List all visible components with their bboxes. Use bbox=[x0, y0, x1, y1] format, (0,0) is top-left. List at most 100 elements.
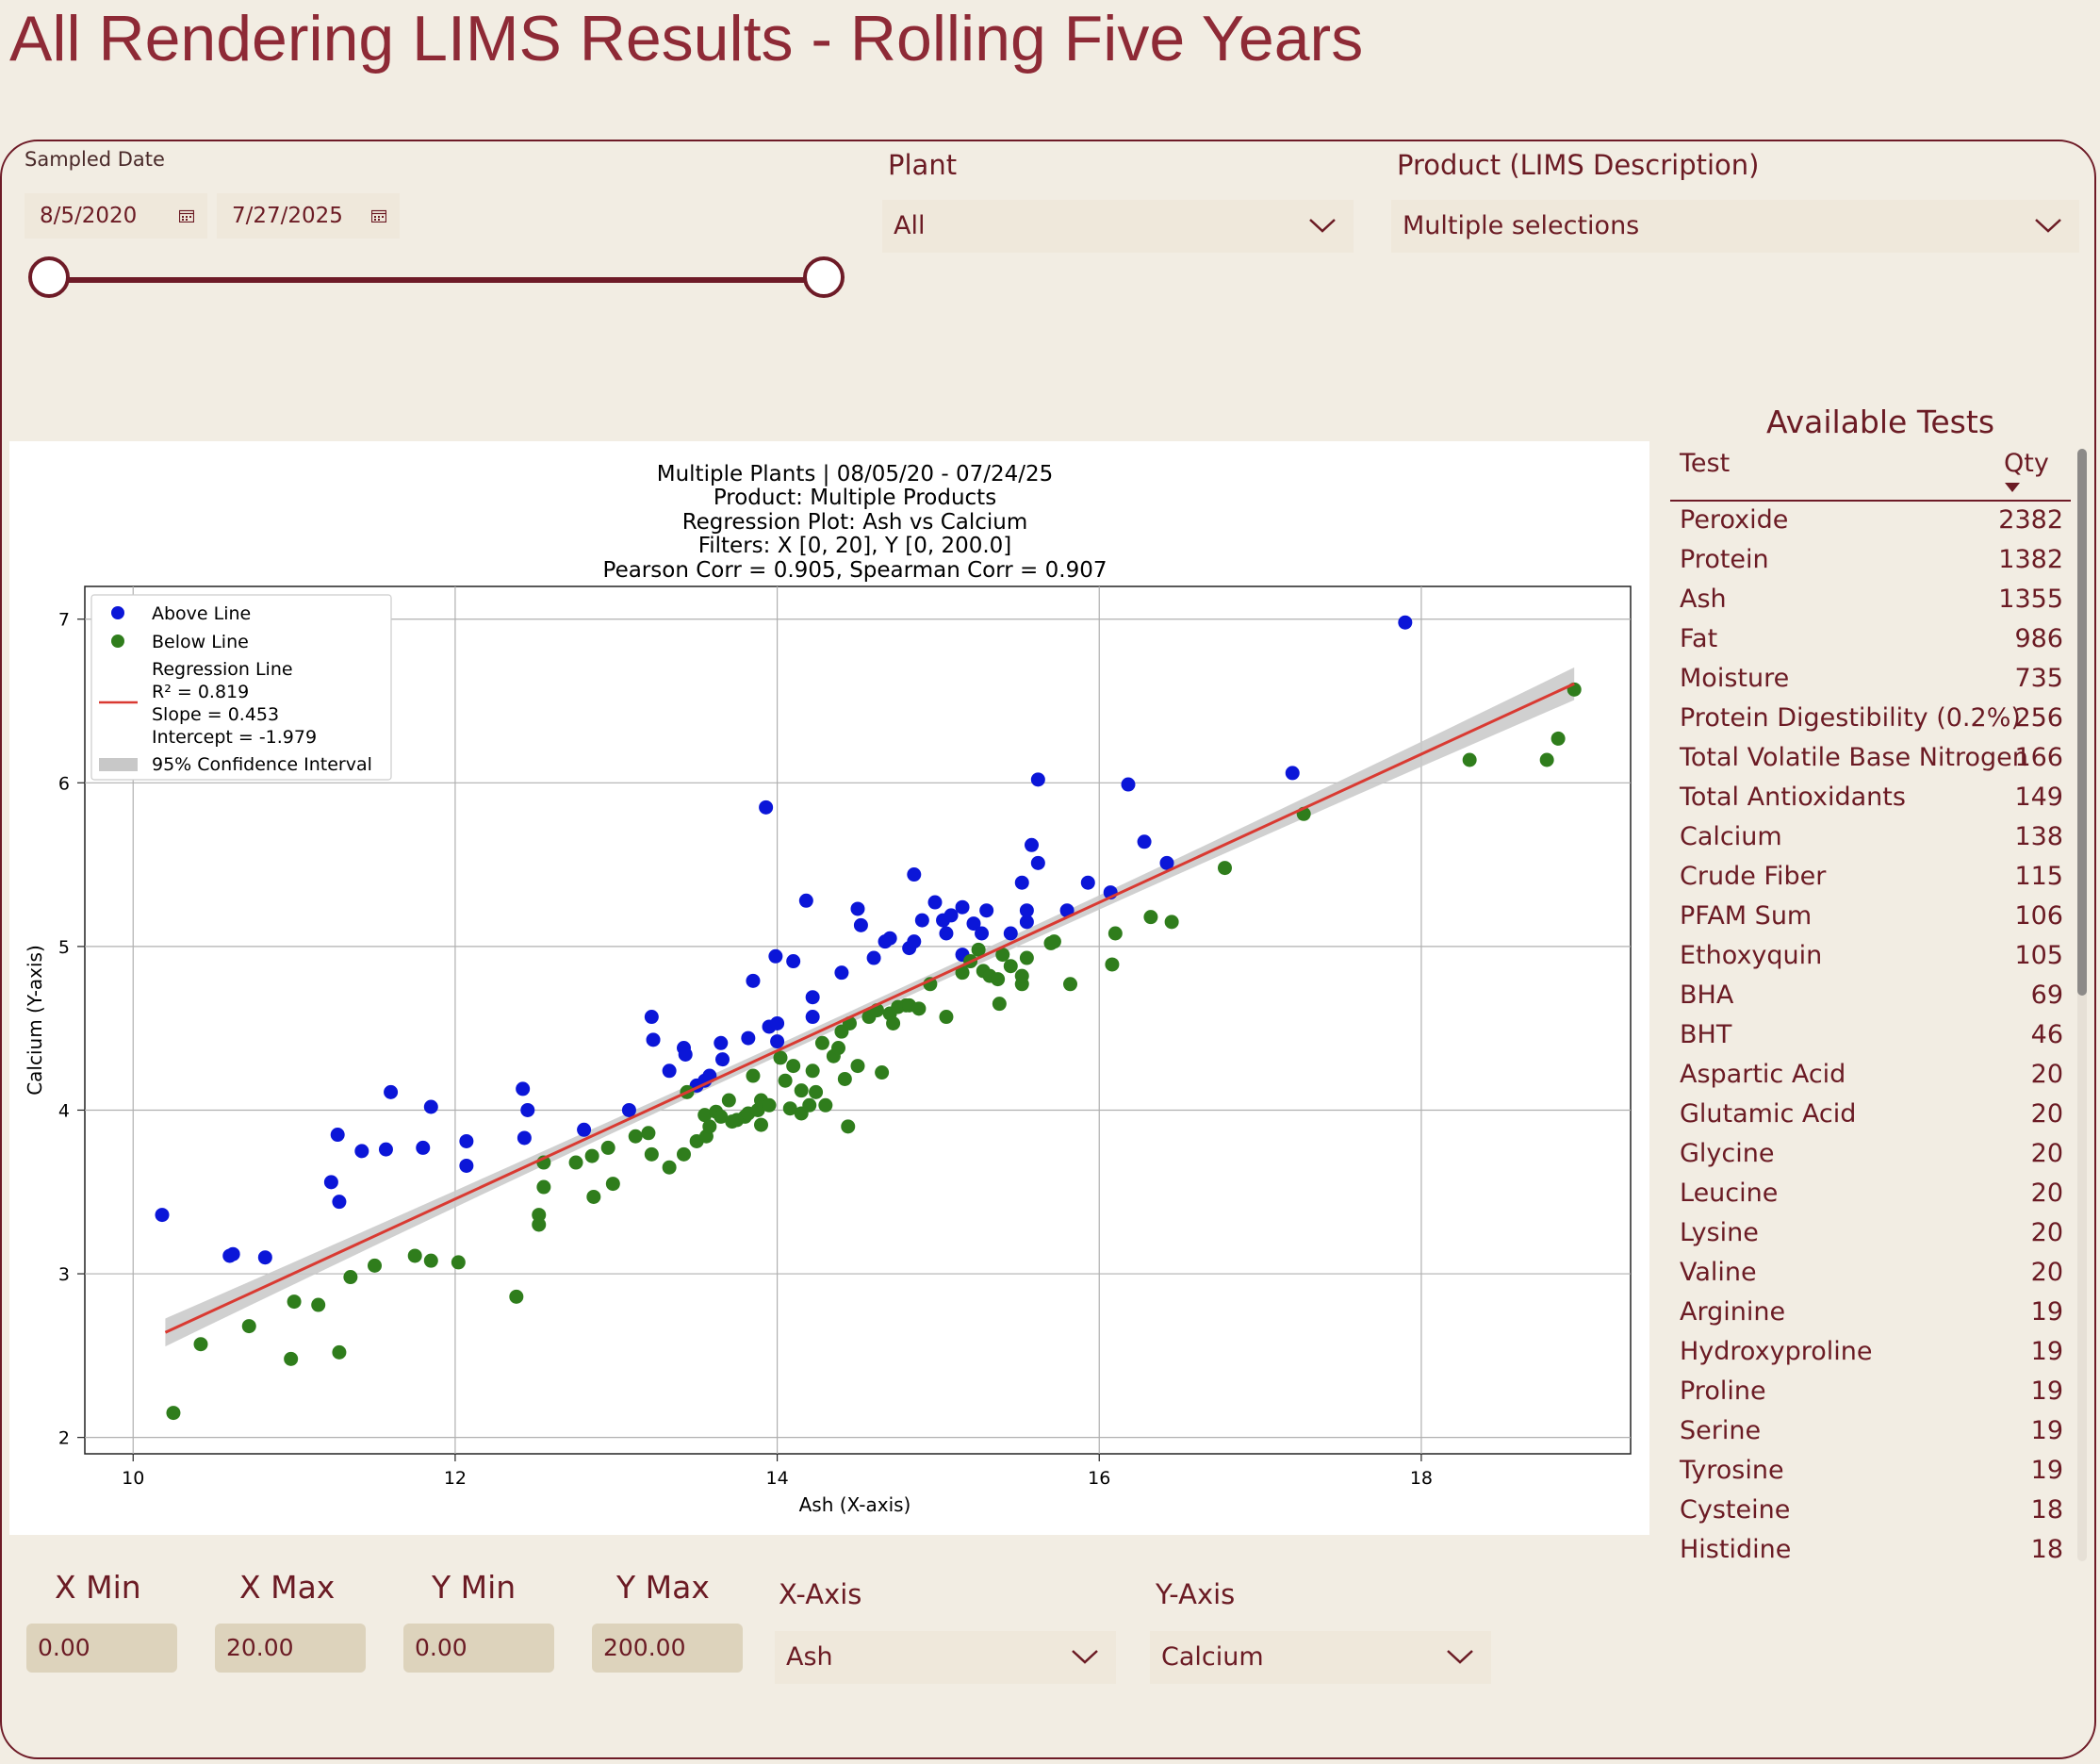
below-line-point bbox=[841, 1119, 856, 1134]
above-line-point bbox=[715, 1052, 730, 1067]
below-line-point bbox=[311, 1297, 326, 1312]
above-line-point bbox=[1121, 777, 1136, 792]
above-line-point bbox=[955, 899, 970, 915]
legend-ci-label: 95% Confidence Interval bbox=[152, 754, 372, 775]
x-axis-dropdown[interactable]: Ash bbox=[775, 1631, 1116, 1684]
below-line-point bbox=[1164, 915, 1179, 930]
x-min-input[interactable]: 0.00 bbox=[26, 1624, 177, 1673]
calendar-icon[interactable] bbox=[371, 209, 386, 223]
y-min-input[interactable]: 0.00 bbox=[403, 1624, 554, 1673]
legend-below-marker bbox=[111, 635, 124, 648]
test-qty: 19 bbox=[2030, 1337, 2063, 1366]
above-line-point bbox=[459, 1158, 474, 1173]
below-line-point bbox=[1019, 950, 1034, 965]
plant-dropdown[interactable]: All bbox=[882, 200, 1354, 253]
test-row[interactable]: Total Antioxidants 149 bbox=[1670, 778, 2071, 817]
below-line-point bbox=[850, 1059, 865, 1074]
col-header-test[interactable]: Test bbox=[1680, 449, 1731, 478]
test-name: Valine bbox=[1680, 1258, 1757, 1287]
test-row[interactable]: Calcium 138 bbox=[1670, 817, 2071, 857]
test-qty: 18 bbox=[2030, 1535, 2063, 1564]
x-tick-label: 12 bbox=[444, 1468, 467, 1489]
above-line-point bbox=[714, 1035, 729, 1050]
test-row[interactable]: Moisture 735 bbox=[1670, 659, 2071, 699]
above-line-point bbox=[378, 1142, 393, 1157]
test-row[interactable]: PFAM Sum 106 bbox=[1670, 897, 2071, 936]
product-dropdown[interactable]: Multiple selections bbox=[1391, 200, 2079, 253]
test-row[interactable]: Hydroxyproline 19 bbox=[1670, 1332, 2071, 1372]
y-axis-label: Calcium (Y-axis) bbox=[24, 945, 46, 1096]
below-line-point bbox=[662, 1160, 677, 1175]
test-row[interactable]: Crude Fiber 115 bbox=[1670, 857, 2071, 897]
test-name: Proline bbox=[1680, 1377, 1766, 1406]
tests-scrollbar-thumb[interactable] bbox=[2077, 449, 2087, 996]
test-row[interactable]: Aspartic Acid 20 bbox=[1670, 1055, 2071, 1095]
date-range-start-handle[interactable] bbox=[28, 256, 70, 298]
chevron-down-icon bbox=[1447, 1650, 1473, 1664]
test-qty: 115 bbox=[2014, 862, 2063, 891]
above-line-point bbox=[939, 926, 954, 941]
below-line-point bbox=[193, 1337, 208, 1352]
test-row[interactable]: Protein Digestibility (0.2%) 256 bbox=[1670, 699, 2071, 738]
below-line-point bbox=[628, 1129, 643, 1144]
sort-descending-icon[interactable] bbox=[2005, 483, 2020, 492]
test-qty: 18 bbox=[2030, 1495, 2063, 1525]
chart-legend: Above Line Below Line Regression Line R²… bbox=[90, 594, 392, 781]
test-row[interactable]: Serine 19 bbox=[1670, 1411, 2071, 1451]
test-row[interactable]: BHA 69 bbox=[1670, 976, 2071, 1015]
above-line-point bbox=[907, 867, 922, 882]
above-line-point bbox=[416, 1140, 431, 1155]
test-name: Protein bbox=[1680, 545, 1769, 574]
below-line-point bbox=[586, 1189, 601, 1204]
end-date-input[interactable]: 7/27/2025 bbox=[217, 193, 400, 239]
test-row[interactable]: Fat 986 bbox=[1670, 619, 2071, 659]
above-line-point bbox=[155, 1208, 170, 1223]
below-line-point bbox=[939, 1010, 954, 1025]
test-row[interactable]: Leucine 20 bbox=[1670, 1174, 2071, 1213]
above-line-point bbox=[577, 1122, 592, 1137]
below-line-point bbox=[778, 1073, 793, 1088]
test-qty: 20 bbox=[2030, 1258, 2063, 1287]
test-row[interactable]: Ash 1355 bbox=[1670, 580, 2071, 619]
test-row[interactable]: Arginine 19 bbox=[1670, 1293, 2071, 1332]
col-header-qty[interactable]: Qty bbox=[2004, 449, 2049, 478]
below-line-point bbox=[1550, 731, 1566, 746]
start-date-input[interactable]: 8/5/2020 bbox=[25, 193, 207, 239]
calendar-icon[interactable] bbox=[179, 209, 194, 223]
test-name: Total Antioxidants bbox=[1680, 783, 1906, 812]
above-line-point bbox=[805, 990, 820, 1005]
legend-r2: R² = 0.819 bbox=[152, 682, 249, 702]
test-row[interactable]: Histidine 18 bbox=[1670, 1530, 2071, 1566]
test-row[interactable]: Total Volatile Base Nitrogen 166 bbox=[1670, 738, 2071, 778]
legend-slope: Slope = 0.453 bbox=[152, 704, 279, 725]
test-row[interactable]: Proline 19 bbox=[1670, 1372, 2071, 1411]
test-row[interactable]: Ethoxyquin 105 bbox=[1670, 936, 2071, 976]
test-row[interactable]: Glutamic Acid 20 bbox=[1670, 1095, 2071, 1134]
date-range-slider-track[interactable] bbox=[51, 277, 824, 283]
above-line-point bbox=[517, 1130, 532, 1146]
test-row[interactable]: Peroxide 2382 bbox=[1670, 501, 2071, 540]
tests-table-body: Peroxide 2382 Protein 1382 Ash 1355 Fat 986 Mois… bbox=[1670, 501, 2071, 1566]
x-max-label: X Max bbox=[239, 1569, 336, 1606]
test-row[interactable]: Cysteine 18 bbox=[1670, 1491, 2071, 1530]
test-row[interactable]: BHT 46 bbox=[1670, 1015, 2071, 1055]
y-axis-dropdown[interactable]: Calcium bbox=[1150, 1631, 1491, 1684]
test-row[interactable]: Lysine 20 bbox=[1670, 1213, 2071, 1253]
x-max-input[interactable]: 20.00 bbox=[215, 1624, 366, 1673]
chart-title-line: Regression Plot: Ash vs Calcium bbox=[682, 510, 1028, 535]
date-range-end-handle[interactable] bbox=[803, 256, 845, 298]
test-row[interactable]: Protein 1382 bbox=[1670, 540, 2071, 580]
test-name: Cysteine bbox=[1680, 1495, 1791, 1525]
above-line-point bbox=[1025, 837, 1039, 852]
test-row[interactable]: Valine 20 bbox=[1670, 1253, 2071, 1293]
above-line-point bbox=[1080, 875, 1095, 890]
test-qty: 138 bbox=[2014, 822, 2063, 851]
chart-title-line: Filters: X [0, 20], Y [0, 200.0] bbox=[698, 534, 1012, 558]
product-dropdown-value: Multiple selections bbox=[1403, 211, 1640, 240]
test-qty: 149 bbox=[2014, 783, 2063, 812]
test-row[interactable]: Tyrosine 19 bbox=[1670, 1451, 2071, 1491]
tests-scrollbar[interactable] bbox=[2077, 449, 2087, 1561]
below-line-point bbox=[875, 1065, 890, 1080]
y-max-input[interactable]: 200.00 bbox=[592, 1624, 743, 1673]
test-row[interactable]: Glycine 20 bbox=[1670, 1134, 2071, 1174]
